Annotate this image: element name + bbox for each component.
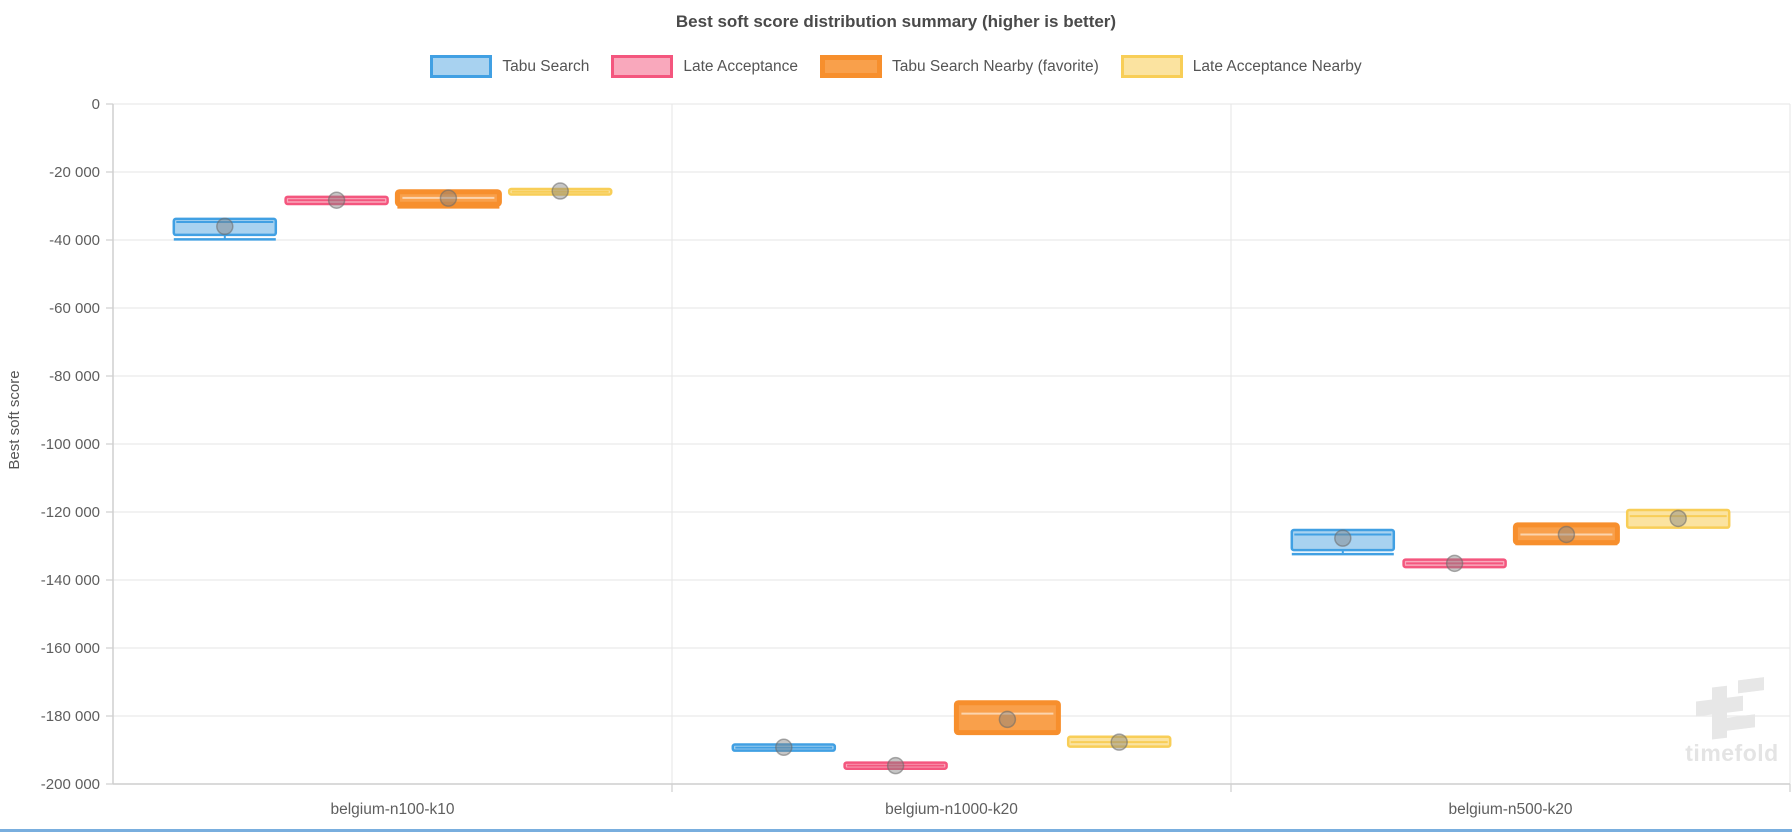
- legend-swatch-icon: [430, 55, 493, 78]
- mean-dot: [1110, 733, 1128, 751]
- y-tick-label: -180 000: [41, 708, 100, 725]
- mean-dot: [998, 710, 1017, 729]
- box-late-acceptance-nearby-0[interactable]: [507, 182, 613, 200]
- y-tick-label: 0: [92, 96, 100, 113]
- mean-dot: [1669, 509, 1687, 528]
- box-tabu-search-0[interactable]: [172, 217, 278, 241]
- legend-swatch-icon: [1120, 55, 1183, 78]
- timefold-watermark-label: timefold: [1685, 740, 1779, 766]
- mean-dot: [1334, 529, 1352, 547]
- y-tick-label: -200 000: [41, 776, 100, 793]
- mean-dot: [216, 217, 234, 236]
- legend-label: Tabu Search: [502, 57, 590, 75]
- legend-swatch-icon: [820, 55, 882, 78]
- mean-dot: [439, 189, 458, 207]
- mean-dot: [327, 191, 346, 209]
- legend-label: Tabu Search Nearby (favorite): [892, 57, 1099, 75]
- mean-dot: [1557, 525, 1576, 544]
- x-category-label: belgium-n1000-k20: [885, 801, 1018, 818]
- y-tick-label: -20 000: [49, 164, 100, 181]
- iqr-box: [953, 700, 1061, 736]
- mean-dot: [775, 738, 793, 757]
- y-tick-label: -60 000: [49, 300, 100, 317]
- legend-swatch-icon: [611, 55, 674, 78]
- mean-dot: [886, 756, 905, 775]
- x-category-label: belgium-n500-k20: [1448, 801, 1572, 818]
- x-category-label: belgium-n100-k10: [330, 801, 454, 818]
- box-tabu-search-2[interactable]: [1290, 528, 1396, 556]
- y-tick-label: -100 000: [41, 436, 100, 453]
- mean-dot: [1445, 554, 1464, 573]
- box-tabu-search-1[interactable]: [731, 738, 837, 757]
- box-late-acceptance-1[interactable]: [843, 756, 948, 775]
- mean-dot: [551, 182, 569, 200]
- box-late-acceptance-0[interactable]: [284, 191, 389, 209]
- bottom-accent-bar: [0, 829, 1792, 832]
- box-late-acceptance-nearby-2[interactable]: [1625, 508, 1731, 529]
- y-tick-label: -40 000: [49, 232, 100, 249]
- y-axis-title: Best soft score: [6, 370, 23, 469]
- y-tick-label: -120 000: [41, 504, 100, 521]
- legend-item-0[interactable]: Tabu Search: [430, 55, 589, 78]
- y-tick-label: -160 000: [41, 640, 100, 657]
- legend-item-2[interactable]: Tabu Search Nearby (favorite): [820, 55, 1099, 78]
- legend-item-1[interactable]: Late Acceptance: [611, 55, 798, 78]
- timefold-logo-icon: [1696, 677, 1764, 740]
- box-late-acceptance-nearby-1[interactable]: [1066, 733, 1172, 751]
- legend-item-3[interactable]: Late Acceptance Nearby: [1120, 55, 1362, 78]
- legend-label: Late Acceptance: [683, 57, 798, 75]
- y-tick-label: -80 000: [49, 368, 100, 385]
- box-late-acceptance-2[interactable]: [1402, 554, 1507, 573]
- box-tabu-search-nearby-favorite--2[interactable]: [1512, 522, 1620, 546]
- chart-title: Best soft score distribution summary (hi…: [675, 12, 1117, 31]
- y-tick-label: -140 000: [41, 572, 100, 589]
- box-tabu-search-nearby-favorite--0[interactable]: [394, 189, 502, 209]
- legend-label: Late Acceptance Nearby: [1192, 57, 1362, 75]
- chart-legend: Tabu Search Late Acceptance Tabu Search Ne…: [0, 55, 1792, 78]
- box-tabu-search-nearby-favorite--1[interactable]: [953, 700, 1061, 736]
